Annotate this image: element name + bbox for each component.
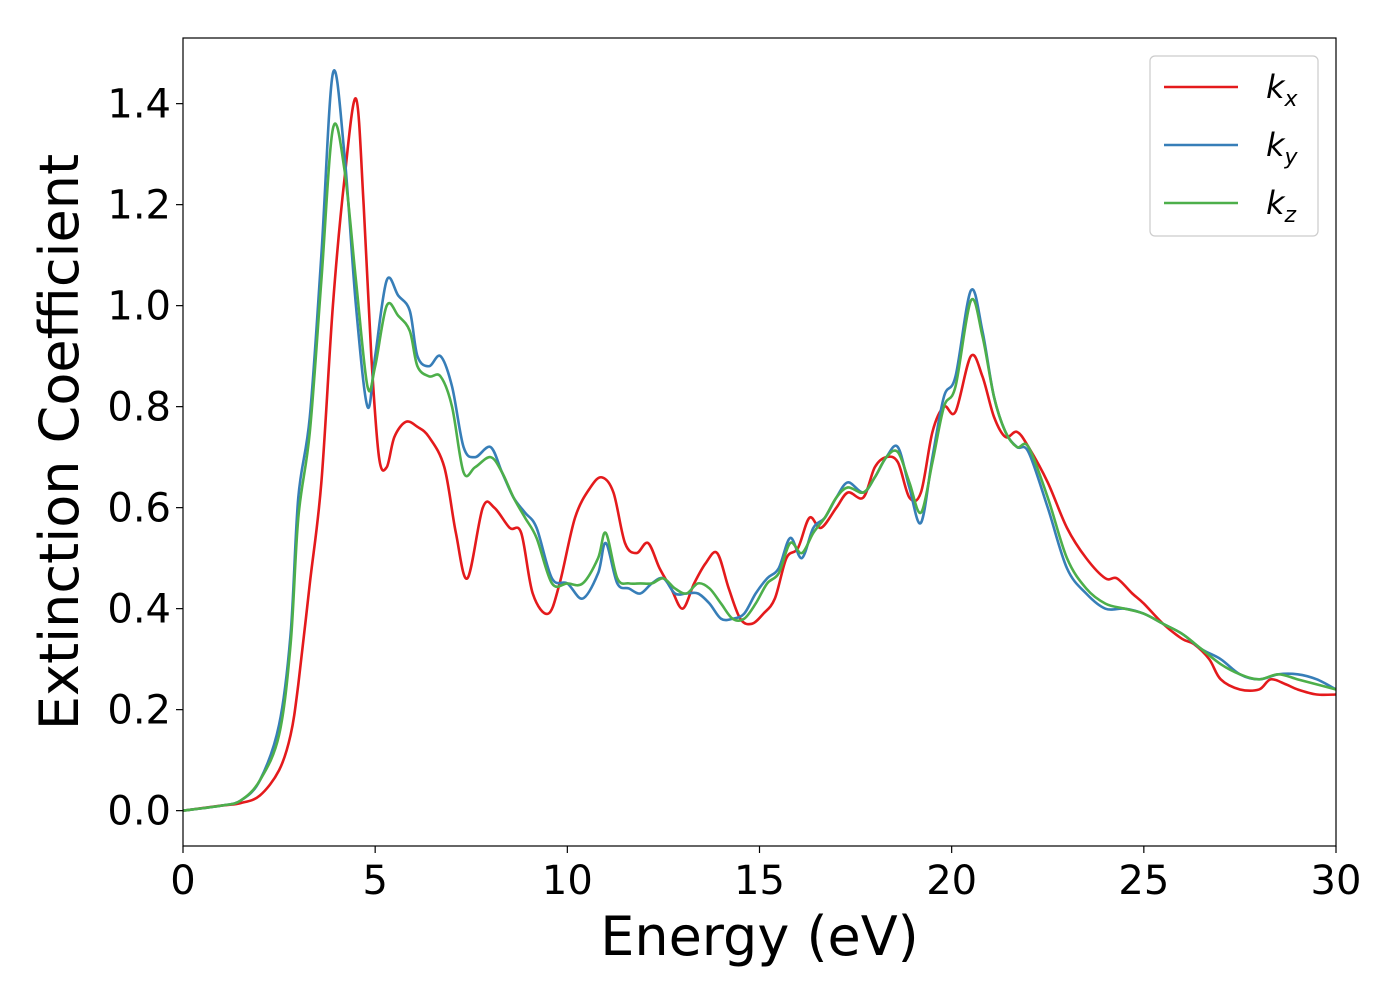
x-tick-label: 10: [542, 858, 593, 904]
series-line-kx: [183, 97, 1336, 812]
legend-label-kz: kz: [1266, 184, 1297, 228]
y-tick-label: 1.4: [107, 82, 171, 128]
x-axis-label: Energy (eV): [600, 905, 919, 968]
legend-label-base: k: [1266, 126, 1286, 164]
x-tick-label: 0: [170, 858, 195, 904]
y-axis-label: Extinction Coefficient: [28, 154, 91, 730]
y-tick-label: 0.2: [107, 688, 171, 734]
plot-area: [182, 37, 1337, 847]
legend-label-base: k: [1266, 68, 1286, 106]
legend-label-subscript: z: [1284, 203, 1297, 228]
legend-label-subscript: y: [1284, 145, 1299, 170]
x-tick-label: 30: [1311, 858, 1362, 904]
series-layer: [183, 69, 1336, 812]
y-tick-label: 1.2: [107, 183, 171, 229]
legend-label-base: k: [1266, 184, 1286, 222]
x-tick-label: 25: [1118, 858, 1169, 904]
x-tick-label: 5: [362, 858, 387, 904]
legend-label-ky: ky: [1266, 126, 1299, 170]
y-tick-label: 0.8: [107, 385, 171, 431]
x-axis-ticks: 0 5 10 15 20 25 30: [170, 846, 1361, 904]
x-tick-label: 15: [734, 858, 785, 904]
y-tick-label: 0.4: [107, 587, 171, 633]
y-axis-ticks: 0.0 0.2 0.4 0.6 0.8 1.0 1.2 1.4: [107, 82, 183, 835]
legend-label-kx: kx: [1266, 68, 1299, 112]
y-tick-label: 0.6: [107, 486, 171, 532]
y-tick-label: 1.0: [107, 284, 171, 330]
x-tick-label: 20: [926, 858, 977, 904]
y-tick-label: 0.0: [107, 789, 171, 835]
legend-label-subscript: x: [1284, 87, 1299, 112]
series-line-kz: [183, 122, 1336, 812]
series-line-ky: [183, 69, 1336, 812]
